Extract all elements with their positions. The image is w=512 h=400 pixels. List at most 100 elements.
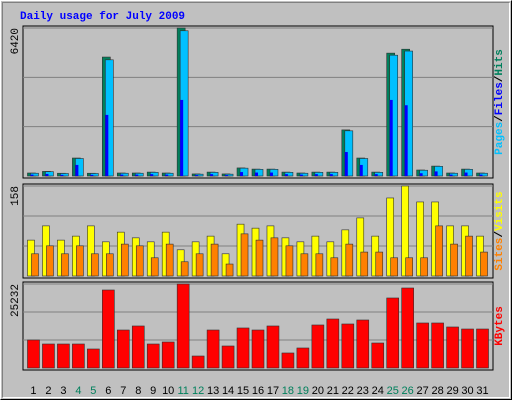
x-tick-label: 8 xyxy=(135,385,141,397)
bar xyxy=(419,169,428,177)
bar xyxy=(435,225,443,277)
bar xyxy=(401,287,414,369)
x-tick-label: 3 xyxy=(60,385,66,397)
bar xyxy=(329,174,333,176)
bar xyxy=(446,326,459,369)
bar xyxy=(255,172,258,176)
x-tick-label: 9 xyxy=(150,385,156,397)
bar xyxy=(270,237,279,277)
legend-entry: KBytes xyxy=(494,306,506,346)
bar xyxy=(225,263,234,277)
bar xyxy=(311,324,325,369)
bar xyxy=(371,342,385,369)
x-tick-label: 7 xyxy=(120,385,126,397)
bar xyxy=(390,257,399,277)
bar xyxy=(386,297,400,369)
x-tick-label: 2 xyxy=(45,385,51,397)
x-tick-label: 13 xyxy=(207,385,219,397)
bar xyxy=(45,171,54,177)
bar xyxy=(266,325,280,369)
legend-entry: Pages xyxy=(494,122,506,155)
bar xyxy=(75,164,79,176)
bar xyxy=(102,289,115,369)
bar xyxy=(420,257,428,277)
x-tick-label: 24 xyxy=(372,385,384,397)
bar xyxy=(116,329,130,369)
bar xyxy=(434,171,438,176)
bar xyxy=(90,173,99,177)
bar xyxy=(221,345,235,369)
x-tick-label: 15 xyxy=(237,385,249,397)
x-tick-label: 22 xyxy=(342,385,354,397)
bar xyxy=(42,343,55,369)
legend-entry: Sites xyxy=(494,238,506,271)
bar xyxy=(76,245,84,277)
bar xyxy=(91,253,99,277)
bar xyxy=(72,343,85,369)
bar xyxy=(210,174,214,176)
bar xyxy=(135,245,144,277)
bar xyxy=(356,319,370,369)
plot-area xyxy=(22,25,494,179)
bar xyxy=(210,243,219,277)
bar xyxy=(465,235,473,277)
legend: KBytes xyxy=(494,306,506,346)
bar xyxy=(269,172,273,176)
x-tick-label: 26 xyxy=(402,385,414,397)
x-tick-label: 4 xyxy=(75,385,81,397)
bar xyxy=(431,322,444,369)
bar xyxy=(300,253,309,277)
bar xyxy=(225,175,229,176)
bar xyxy=(480,251,488,277)
bar xyxy=(31,253,39,277)
legend: Sites/Visits xyxy=(494,191,506,270)
bar xyxy=(356,217,365,277)
chart-title: Daily usage for July 2009 xyxy=(20,11,185,23)
bar xyxy=(419,173,423,176)
bar xyxy=(180,99,184,176)
x-tick-label: 25 xyxy=(387,385,399,397)
x-tick-label: 11 xyxy=(177,385,188,397)
bar xyxy=(135,174,139,176)
bar xyxy=(146,343,160,369)
bar xyxy=(344,152,348,176)
bar xyxy=(375,251,384,277)
bar xyxy=(236,327,250,369)
bar xyxy=(404,105,408,176)
bar xyxy=(326,318,340,369)
bar xyxy=(359,164,363,176)
x-tick-label: 10 xyxy=(162,385,174,397)
x-tick-label: 5 xyxy=(90,385,96,397)
bar xyxy=(479,174,483,176)
bar xyxy=(416,201,424,277)
bar xyxy=(46,245,54,277)
bar xyxy=(285,245,294,277)
bar xyxy=(374,174,378,176)
bar xyxy=(299,174,303,176)
bar xyxy=(240,172,244,176)
bar xyxy=(330,257,339,277)
bar xyxy=(434,166,443,177)
x-tick-label: 21 xyxy=(327,385,339,397)
legend-entry: Files xyxy=(494,82,506,115)
bar xyxy=(251,329,265,369)
bar xyxy=(345,243,354,277)
x-tick-label: 28 xyxy=(431,385,443,397)
bar xyxy=(165,174,169,176)
bar xyxy=(150,257,159,277)
bar xyxy=(401,185,409,277)
bar xyxy=(341,323,355,369)
bar xyxy=(27,339,40,369)
bar xyxy=(461,328,474,369)
bar xyxy=(87,348,100,369)
bar xyxy=(191,355,205,369)
bar xyxy=(120,174,124,176)
x-tick-label: 6 xyxy=(105,385,111,397)
legend-entry: Visits xyxy=(494,191,506,231)
legend-separator: / xyxy=(494,231,506,238)
x-tick-label: 29 xyxy=(446,385,458,397)
bar xyxy=(150,174,154,176)
